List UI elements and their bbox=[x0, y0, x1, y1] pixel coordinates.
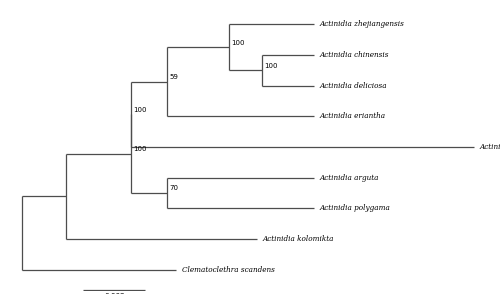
Text: Actinidia tetramera: Actinidia tetramera bbox=[480, 143, 500, 151]
Text: 100: 100 bbox=[133, 107, 146, 113]
Text: Actinidia eriantha: Actinidia eriantha bbox=[320, 112, 386, 120]
Text: 100: 100 bbox=[231, 40, 244, 46]
Text: Actinidia chinensis: Actinidia chinensis bbox=[320, 51, 390, 59]
Text: 100: 100 bbox=[264, 63, 278, 69]
Text: 0.002: 0.002 bbox=[104, 293, 125, 294]
Text: Clematoclethra scandens: Clematoclethra scandens bbox=[182, 265, 275, 274]
Text: Actinidia arguta: Actinidia arguta bbox=[320, 174, 380, 182]
Text: Actinidia polygama: Actinidia polygama bbox=[320, 204, 391, 212]
Text: 70: 70 bbox=[169, 186, 178, 191]
Text: Actinidia deliciosa: Actinidia deliciosa bbox=[320, 82, 388, 90]
Text: 59: 59 bbox=[169, 74, 178, 80]
Text: 100: 100 bbox=[133, 146, 146, 152]
Text: Actinidia zhejiangensis: Actinidia zhejiangensis bbox=[320, 20, 405, 29]
Text: Actinidia kolomikta: Actinidia kolomikta bbox=[263, 235, 334, 243]
